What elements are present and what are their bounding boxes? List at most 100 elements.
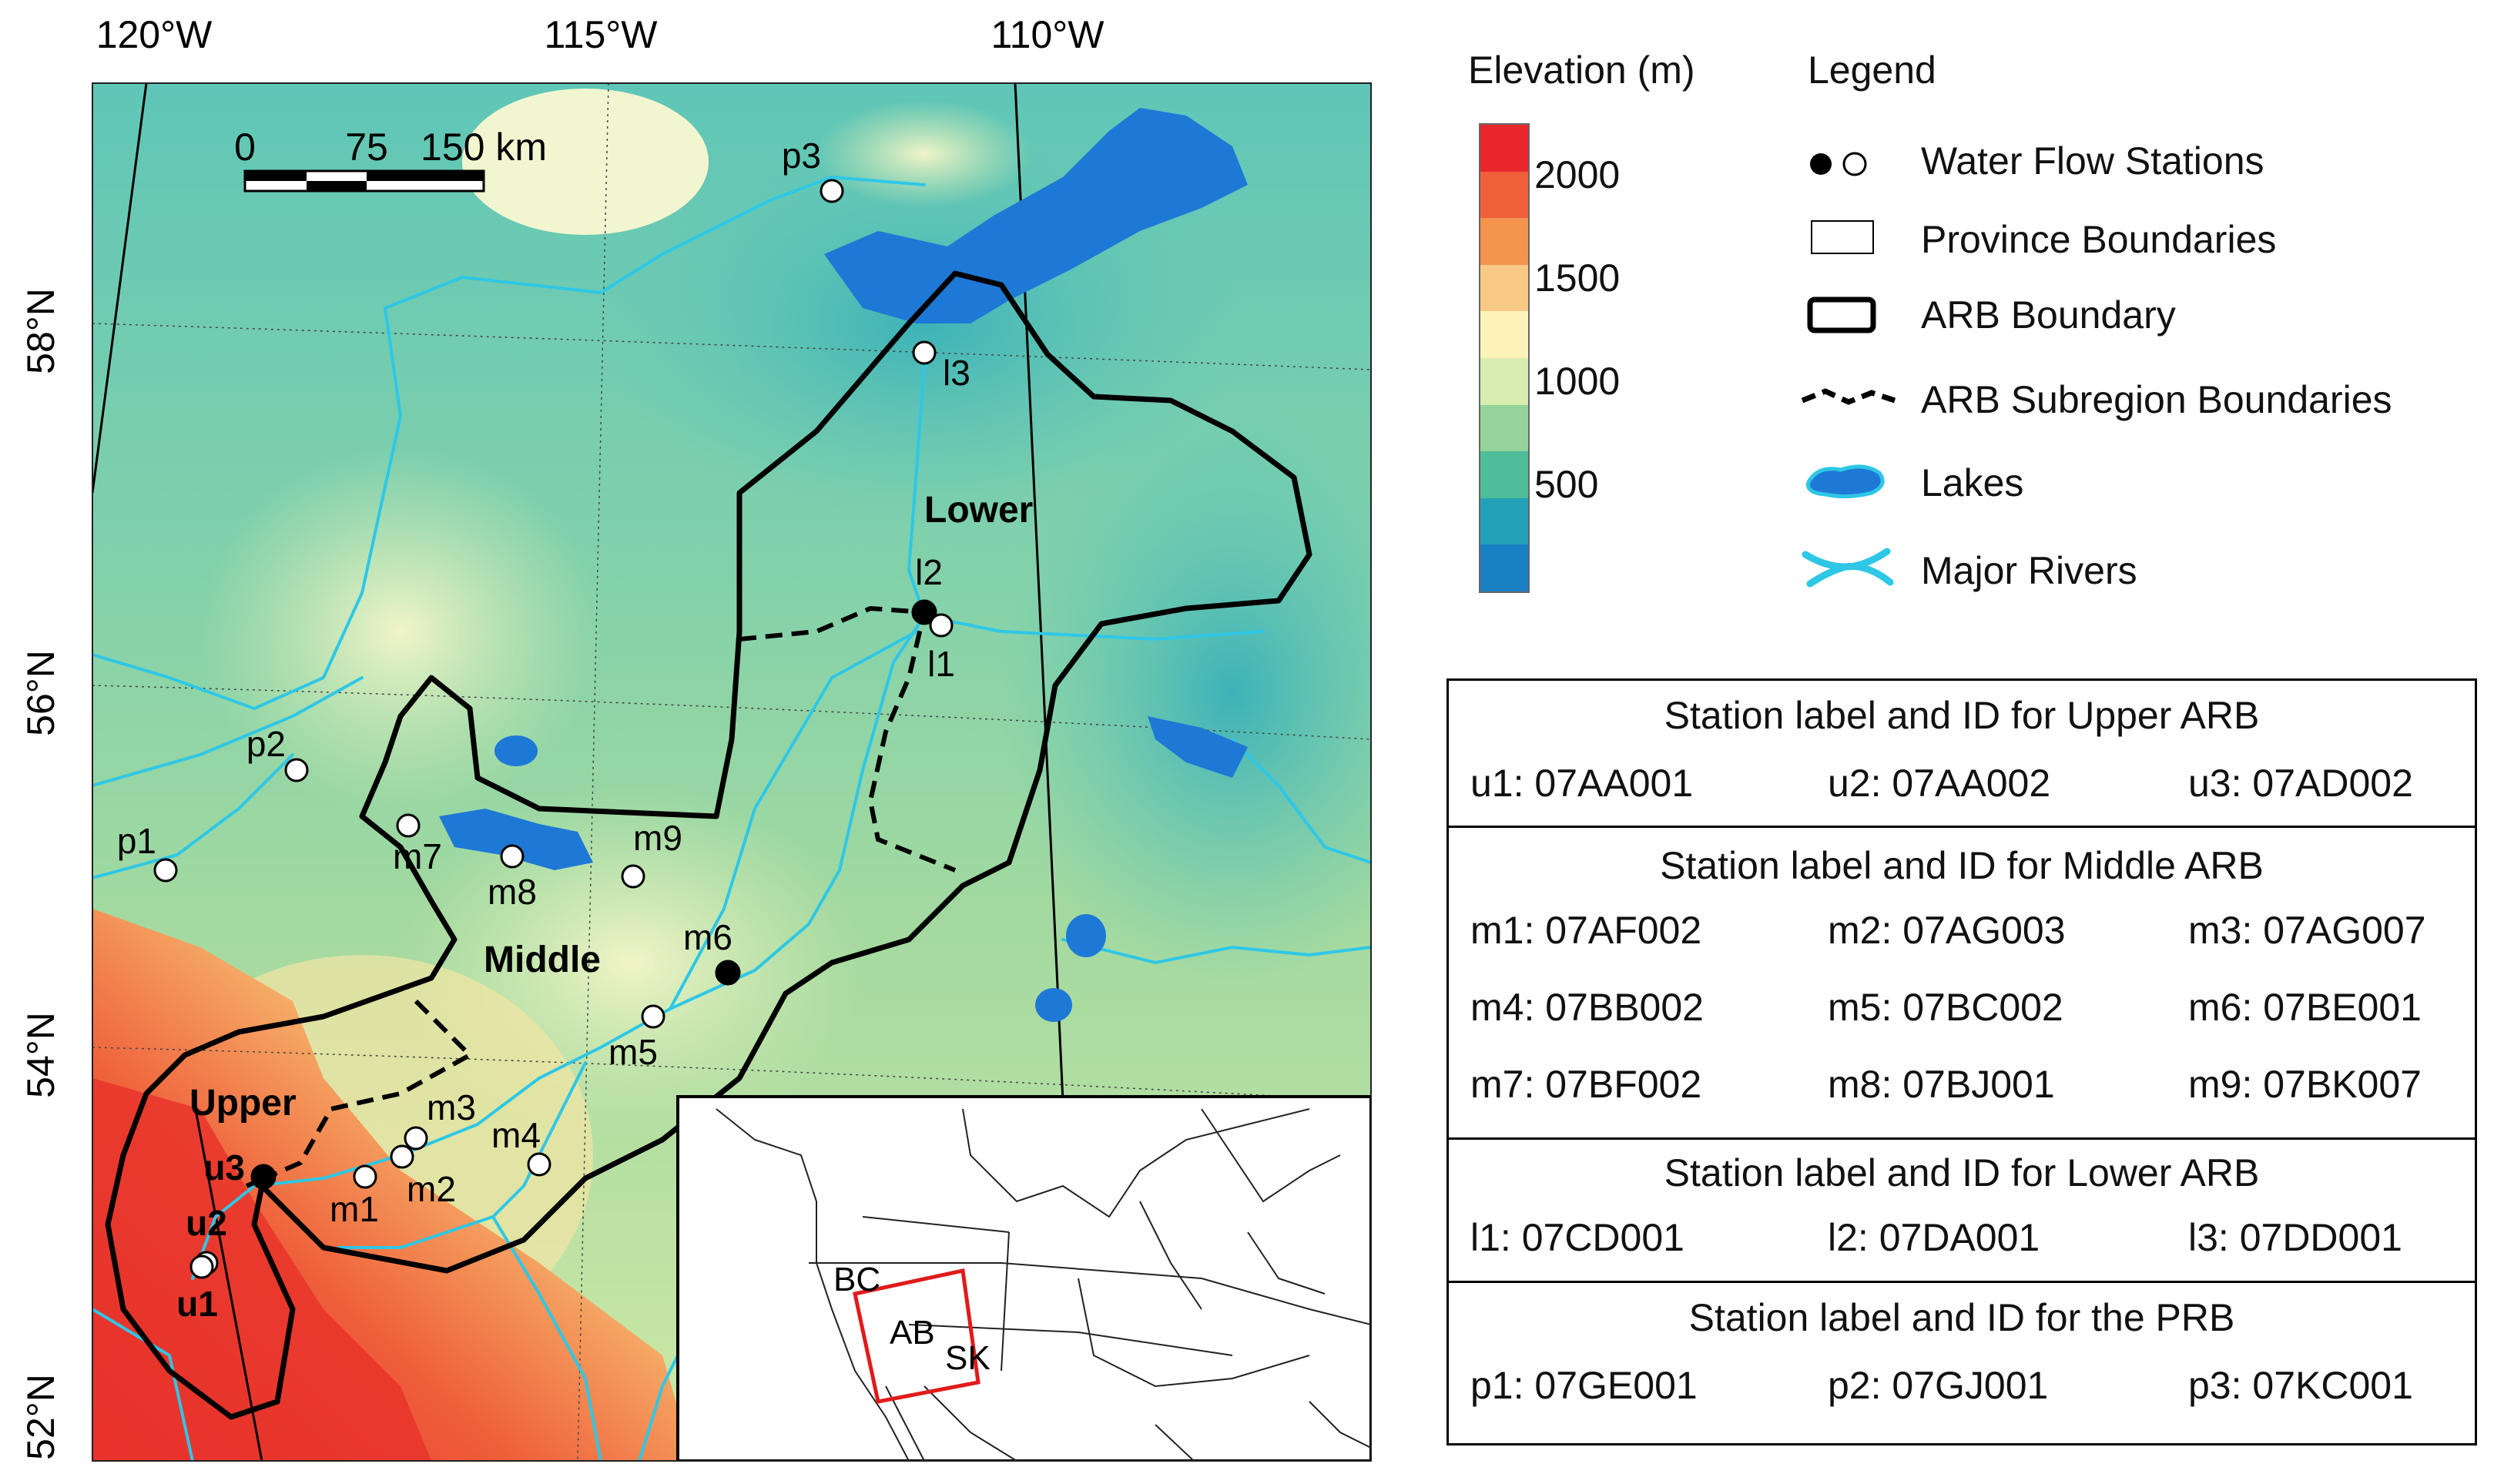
colorbar-swatch	[1480, 544, 1528, 591]
station-marker-m5	[641, 1004, 665, 1029]
table-cell: m8: 07BJ001	[1828, 1063, 2055, 1106]
scale-label-0: 0	[234, 126, 256, 169]
station-label-l1: l1	[927, 644, 955, 684]
station-label-m4: m4	[491, 1115, 541, 1155]
station-marker-m3	[404, 1126, 428, 1151]
station-label-u3: u3	[203, 1147, 245, 1188]
scale-label-75: 75	[345, 126, 388, 169]
colorbar-swatch	[1480, 125, 1528, 172]
table-cell: m6: 07BE001	[2188, 986, 2422, 1029]
table-header-prb: Station label and ID for the PRB	[1688, 1296, 2235, 1339]
station-label-l2: l2	[915, 552, 943, 592]
station-label-p1: p1	[117, 821, 156, 861]
colorbar-swatch	[1480, 264, 1528, 312]
inset-map: BC AB SK	[676, 1095, 1371, 1461]
table-cell: l3: 07DD001	[2188, 1216, 2402, 1259]
legend-water-flow-stations: Water Flow Stations	[1921, 139, 2264, 183]
arb-boundary	[105, 270, 1312, 1420]
station-marker-u1	[189, 1255, 214, 1279]
table-cell: u1: 07AA001	[1470, 762, 1694, 805]
region-label-lower: Lower	[924, 490, 1033, 531]
colorbar-swatch	[1480, 311, 1528, 358]
water-flow-station-symbol	[1810, 152, 1867, 176]
legend-title: Legend	[1808, 49, 1936, 92]
table-cell: m1: 07AF002	[1470, 909, 1702, 952]
station-marker-l1	[929, 613, 954, 638]
lake-athabasca	[824, 108, 1248, 323]
table-header-middle: Station label and ID for Middle ARB	[1660, 844, 2264, 887]
scale-bar: 0 75 150 km	[234, 126, 547, 193]
colorbar-swatch	[1480, 357, 1528, 405]
legend-arb-boundary: ARB Boundary	[1921, 293, 2176, 337]
map-frame: 0 75 150 km Lower Middle Upper p3l3l2l1p…	[92, 83, 1371, 1461]
lake	[1066, 914, 1106, 957]
table-cell: m3: 07AG007	[2188, 909, 2426, 952]
lake	[1035, 988, 1072, 1022]
colorbar-swatch	[1480, 404, 1528, 452]
station-marker-p3	[820, 179, 844, 203]
station-label-l3: l3	[943, 353, 970, 393]
highland-shade	[462, 89, 709, 235]
map-border	[92, 82, 1372, 1462]
station-label-p3: p3	[782, 136, 821, 176]
station-id-table: Station label and ID for Upper ARB u1: 0…	[1446, 678, 2477, 1445]
lon-label-115w: 115°W	[545, 13, 659, 56]
lat-label-58n: 58°N	[19, 288, 62, 374]
station-label-m9: m9	[633, 818, 682, 858]
station-label-m7: m7	[393, 836, 442, 876]
station-label-m8: m8	[488, 872, 537, 912]
table-header-upper: Station label and ID for Upper ARB	[1664, 694, 2260, 737]
inset-label-sk: SK	[945, 1339, 991, 1377]
table-cell: l2: 07DA001	[1828, 1216, 2040, 1259]
elevation-tick-1000: 1000	[1534, 360, 1621, 403]
highland-shade	[200, 447, 601, 816]
station-marker-p2	[284, 758, 309, 782]
legend-lakes: Lakes	[1921, 461, 2024, 504]
inset-label-bc: BC	[833, 1261, 880, 1298]
lon-label-120w: 120°W	[96, 13, 213, 56]
highland-shade	[816, 100, 1032, 208]
graticule	[92, 83, 1371, 1461]
station-label-m1: m1	[330, 1189, 379, 1229]
table-cell: m5: 07BC002	[1828, 986, 2063, 1029]
lesser-slave-lake	[439, 809, 593, 870]
station-marker-l2	[911, 599, 937, 625]
table-cell: p3: 07KC001	[2188, 1364, 2413, 1407]
arb-subregion-boundary-symbol	[1801, 388, 1896, 405]
station-label-u1: u1	[176, 1284, 218, 1324]
table-cell: p2: 07GJ001	[1828, 1364, 2049, 1407]
elevation-tick-2000: 2000	[1534, 153, 1621, 196]
region-label-upper: Upper	[189, 1083, 297, 1124]
station-marker-p1	[153, 858, 178, 883]
station-marker-m7	[396, 813, 421, 838]
table-cell: p1: 07GE001	[1470, 1364, 1698, 1407]
lon-label-110w: 110°W	[991, 13, 1105, 56]
lake	[494, 735, 538, 766]
lat-label-52n: 52°N	[19, 1374, 62, 1460]
station-marker-m2	[390, 1144, 414, 1169]
arb-subregion-boundaries	[245, 605, 957, 1188]
lake	[1148, 716, 1248, 778]
station-label-p2: p2	[246, 724, 286, 764]
elevation-tick-500: 500	[1534, 463, 1599, 506]
elevation-title: Elevation (m)	[1468, 49, 1695, 92]
station-marker-m1	[353, 1164, 377, 1189]
colorbar-swatch	[1480, 497, 1528, 545]
table-cell: l1: 07CD001	[1470, 1216, 1684, 1259]
station-marker-u3	[250, 1164, 277, 1190]
water-flow-stations: p3 l3 l2 l1 p2 p1 m7 m8 m9 m6 m5 m4 m3 m2 m1 u3 u2 u1	[117, 136, 970, 1324]
lakes	[439, 108, 1248, 1022]
table-section-upper: Station label and ID for Upper ARB u1: 0…	[1449, 681, 2475, 826]
legend-arb-subregion-boundaries: ARB Subregion Boundaries	[1921, 378, 2392, 421]
station-marker-m9	[621, 864, 645, 889]
scale-label-150: 150 km	[421, 126, 547, 169]
station-label-u2: u2	[186, 1203, 227, 1243]
lowland-shade	[1001, 400, 1371, 986]
major-rivers-symbol	[1802, 548, 1894, 588]
elevation-map: 0 75 150 km Lower Middle Upper p3l3l2l1p…	[19, 13, 1372, 1462]
station-marker-m4	[527, 1152, 551, 1177]
table-cell: u3: 07AD002	[2188, 762, 2413, 805]
lat-label-54n: 54°N	[19, 1012, 62, 1098]
elevation-colorbar	[1479, 123, 1530, 593]
